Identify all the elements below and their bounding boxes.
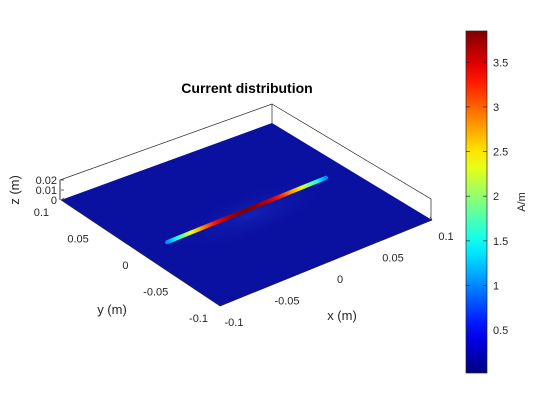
axes-box <box>59 103 432 220</box>
colorbar-tick-label: 1 <box>493 280 499 292</box>
x-tick-label: 0 <box>337 274 343 286</box>
dipole-current <box>165 175 328 245</box>
y-tick-label: -0.05 <box>143 287 168 299</box>
y-tick-label: 0.1 <box>34 207 49 219</box>
y-tick-label: 0.05 <box>67 234 88 246</box>
colorbar-tick-label: 2.5 <box>493 147 508 159</box>
z-tick-label: 0 <box>51 195 57 207</box>
x-ticks: -0.1 -0.05 0 0.05 0.1 <box>217 216 454 329</box>
y-tick <box>140 250 144 254</box>
y-tick-label: 0 <box>122 260 128 272</box>
colorbar: 0.5 1 1.5 2 2.5 3 3.5 A/m <box>465 30 528 374</box>
y-tick <box>219 303 224 307</box>
colorbar-tick-label: 0.5 <box>493 325 508 337</box>
z-ticks: 00.010.02 <box>36 175 64 207</box>
colorbar-tick-label: 1.5 <box>493 236 508 248</box>
x-tick <box>323 259 327 264</box>
x-tick <box>217 302 221 307</box>
x-axis-label: x (m) <box>327 308 357 323</box>
x-tick <box>429 216 433 221</box>
y-tick <box>100 224 104 227</box>
colorbar-scale <box>465 30 488 374</box>
colorbar-label: A/m <box>516 192 528 212</box>
x-tick <box>270 281 274 285</box>
x-tick-label: 0.1 <box>438 231 453 243</box>
y-tick-label: -0.1 <box>189 313 208 325</box>
x-tick-label: -0.1 <box>225 317 244 329</box>
x-tick-label: 0.05 <box>382 253 403 265</box>
ground-plane-glow <box>160 173 340 257</box>
y-tick <box>180 277 184 280</box>
x-tick-label: -0.05 <box>274 296 299 308</box>
z-tick-label: 0.01 <box>36 185 57 197</box>
chart-title: Current distribution <box>181 80 312 96</box>
axes-box-back-right <box>271 103 432 220</box>
z-axis-label: z (m) <box>7 175 22 205</box>
z-tick-label: 0.02 <box>36 175 57 187</box>
colorbar-tick-label: 2 <box>493 191 499 203</box>
colorbar-tick-label: 3 <box>493 102 499 114</box>
y-axis-label: y (m) <box>97 302 127 317</box>
x-tick <box>376 238 380 242</box>
colorbar-tick-label: 3.5 <box>493 57 508 69</box>
y-ticks: -0.1 -0.05 0 0.05 0.1 <box>34 197 224 325</box>
colorbar-ticks: 0.5 1 1.5 2 2.5 3 3.5 <box>466 57 508 337</box>
